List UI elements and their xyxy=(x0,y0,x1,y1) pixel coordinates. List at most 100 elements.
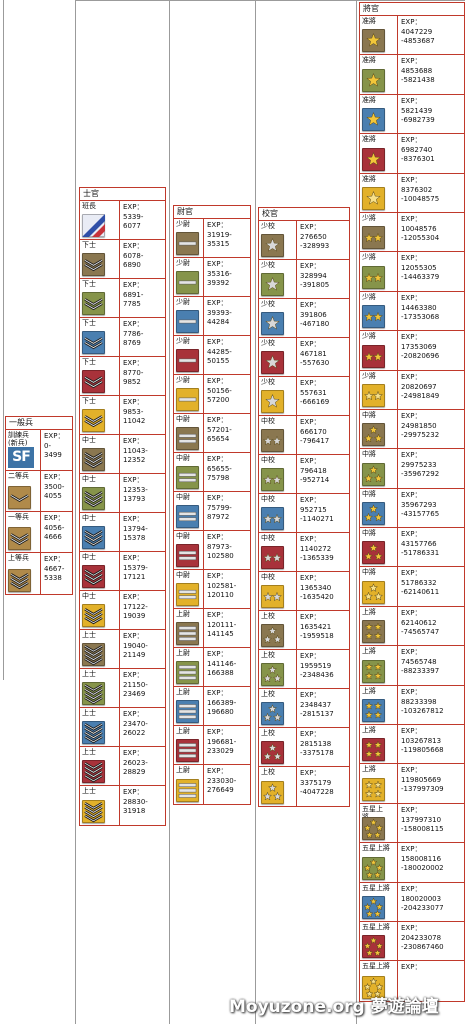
rank-name: 班長 xyxy=(82,202,96,210)
rank-row: 上士 EXP： 21150- 23469 xyxy=(80,669,165,708)
bar-rank-icon xyxy=(176,388,199,411)
star-rank-icon xyxy=(362,305,385,329)
table-title: 將官 xyxy=(360,3,464,16)
exp-range: 14463380 -17353068 xyxy=(401,303,440,321)
rank-cell: 五星上將 xyxy=(360,882,398,921)
exp-range: 102581- 120110 xyxy=(207,582,237,599)
star-rank-icon xyxy=(362,620,385,644)
exp-range: 666170 -796417 xyxy=(300,428,330,445)
rank-name: 少尉 xyxy=(176,220,190,228)
exp-range: 74565748 -88233397 xyxy=(401,658,440,676)
rank-cell: 准將 xyxy=(360,134,398,173)
table-title: 校官 xyxy=(259,208,349,221)
exp-range: 29975233 -35967292 xyxy=(401,461,440,479)
rank-name: 中校 xyxy=(261,456,275,464)
rank-cell: 少將 xyxy=(360,331,398,370)
rank-row: 中將 EXP： 35967293 -43157765 xyxy=(360,488,464,529)
exp-range: 88233398 -103267812 xyxy=(401,697,444,715)
exp-range: 204233078 -230867460 xyxy=(401,933,444,951)
exp-range: 35316- 39392 xyxy=(207,270,232,287)
rank-name: 少尉 xyxy=(176,259,190,267)
rank-row: 五星上將 EXP： 204233078 -230867460 xyxy=(360,921,464,962)
exp-range: 7786- 8769 xyxy=(123,330,144,347)
rank-name: 二等兵 xyxy=(8,472,29,480)
exp-range: 3500- 4055 xyxy=(44,483,65,500)
exp-label: EXP： xyxy=(123,554,144,562)
star-rank-icon xyxy=(261,429,284,452)
rank-row: 中士 EXP： 11043- 12352 xyxy=(80,435,165,474)
rank-table-kokan: 校官 少校 EXP： 276650 -328993 少校 EXP： 328994 -3918… xyxy=(258,207,350,807)
exp-label: EXP： xyxy=(401,963,422,972)
chevron-rank-icon xyxy=(82,565,105,588)
exp-label: EXP： xyxy=(401,687,422,696)
exp-label: EXP： xyxy=(401,805,422,814)
exp-range: 20820697 -24981849 xyxy=(401,382,440,400)
rank-cell: 中校 xyxy=(259,455,297,493)
rank-row: 少尉 EXP： 35316- 39392 xyxy=(174,258,250,297)
rank-row: 少將 EXP： 17353069 -20820696 xyxy=(360,331,464,371)
exp-range: 1140272 -1365339 xyxy=(300,545,334,562)
rank-name: 少校 xyxy=(261,378,275,386)
bar-rank-icon xyxy=(176,739,199,762)
exp-range: 50156- 57200 xyxy=(207,387,232,404)
rank-row: 上尉 EXP： 166389- 196680 xyxy=(174,687,250,726)
exp-range: 51786332 -62140611 xyxy=(401,579,440,597)
exp-range: 391806 -467180 xyxy=(300,311,330,328)
rank-name: 下士 xyxy=(82,241,96,249)
rank-name: 下士 xyxy=(82,280,96,288)
star-rank-icon xyxy=(261,741,284,764)
rank-row: 上尉 EXP： 196681- 233029 xyxy=(174,726,250,765)
exp-label: EXP： xyxy=(123,632,144,640)
exp-range: 2815138 -3375178 xyxy=(300,740,334,757)
rank-row: 少將 EXP： 12055305 -14463379 xyxy=(360,252,464,292)
rank-cell: 上將 xyxy=(360,764,398,803)
rank-name: 一等兵 xyxy=(8,513,29,521)
rank-name: 上士 xyxy=(82,787,96,795)
rank-name: 中將 xyxy=(362,489,376,498)
exp-label: EXP： xyxy=(401,136,422,145)
exp-label: EXP： xyxy=(123,320,144,328)
rank-name: 准將 xyxy=(362,174,376,183)
watermark: Moyuzone.org 夢遊論壇 xyxy=(229,997,439,1017)
rank-cell: 五星上將 xyxy=(360,921,398,961)
exp-label: EXP： xyxy=(123,515,144,523)
rank-row: 上尉 EXP： 233030- 276649 xyxy=(174,765,250,804)
exp-range: 4853688 -5821438 xyxy=(401,67,435,85)
star-rank-icon xyxy=(362,226,385,250)
exp-range: 1959519 -2348436 xyxy=(300,662,334,679)
rank-table-ikan: 尉官 少尉 EXP： 31919- 35315 少尉 EXP： 35316- 39392 少尉… xyxy=(173,205,251,805)
rank-cell: 上士 xyxy=(80,747,120,785)
exp-label: EXP： xyxy=(207,299,228,307)
rank-name: 少尉 xyxy=(176,337,190,345)
exp-range: 233030- 276649 xyxy=(207,777,237,794)
rank-cell: 上校 xyxy=(259,689,297,727)
rank-row: 下士 EXP： 9853- 11042 xyxy=(80,396,165,435)
rank-cell: 上尉 xyxy=(174,765,204,804)
rank-name: 上校 xyxy=(261,612,275,620)
exp-label: EXP： xyxy=(123,671,144,679)
exp-label: EXP： xyxy=(207,728,228,736)
exp-range: 11043- 12352 xyxy=(123,447,148,464)
exp-range: 4667- 5338 xyxy=(44,565,65,582)
rank-cell: 上等兵 xyxy=(6,553,41,594)
rank-name: 五星上將 xyxy=(362,844,390,853)
exp-range: 4047229 -4853687 xyxy=(401,28,435,45)
rank-row: 中士 EXP： 13794- 15378 xyxy=(80,513,165,552)
rank-row: 少尉 EXP： 50156- 57200 xyxy=(174,375,250,414)
exp-range: 180020003 -204233077 xyxy=(401,894,444,912)
rank-cell: 少將 xyxy=(360,252,398,291)
star-rank-icon xyxy=(362,975,385,999)
rank-cell: 上校 xyxy=(259,728,297,766)
exp-range: 35967293 -43157765 xyxy=(401,500,440,518)
exp-label: EXP： xyxy=(401,451,422,460)
rank-cell: 上尉 xyxy=(174,687,204,725)
star-rank-icon xyxy=(261,546,284,569)
rank-name: 中將 xyxy=(362,568,376,577)
rank-cell: 上將 xyxy=(360,685,398,725)
exp-range: 952715 -1140271 xyxy=(300,506,334,523)
exp-range: 24981850 -29975232 xyxy=(401,421,440,439)
star-rank-icon xyxy=(362,68,385,92)
rank-name: 少校 xyxy=(261,339,275,347)
exp-label: EXP： xyxy=(401,57,422,66)
exp-range: 196681- 233029 xyxy=(207,738,237,755)
